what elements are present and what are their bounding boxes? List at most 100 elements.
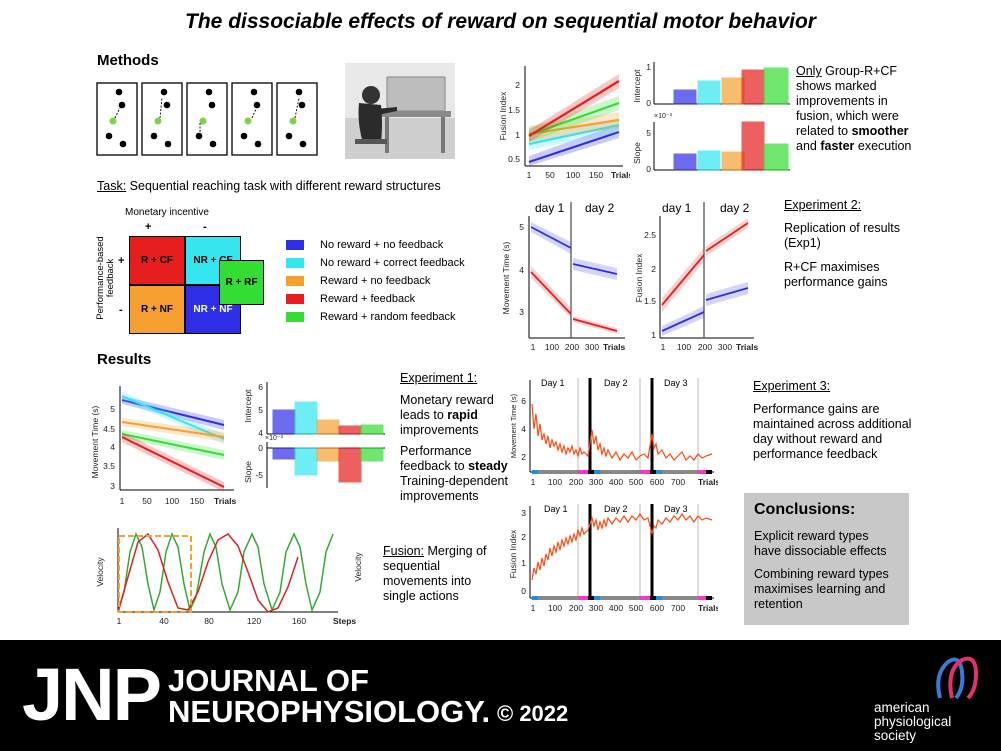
legend-swatch — [286, 258, 304, 268]
series-results-cyan — [121, 395, 225, 440]
ytick: 1 — [646, 62, 651, 72]
legend-item: Reward + random feedback — [286, 308, 465, 326]
bar-intercept-rcf — [741, 69, 765, 105]
results-heading: Results — [97, 351, 152, 368]
xtick: 100 — [545, 342, 559, 352]
ytick: 0 — [258, 443, 263, 453]
legend-item: Reward + feedback — [286, 290, 465, 308]
cell-nr-nf: NR + NF — [185, 285, 241, 334]
ytick: 2.5 — [644, 230, 656, 240]
day1-label: day 1 — [535, 201, 565, 215]
exp3-mt-series — [531, 403, 713, 462]
exp1-p1c: improvements — [400, 423, 479, 437]
bar-slope-rnf — [316, 447, 340, 462]
jnp-logo: JNP — [22, 653, 162, 736]
legend-item: No reward + correct feedback — [286, 254, 465, 272]
intercept-label: Intercept — [243, 389, 253, 423]
xtick: 1 — [117, 616, 122, 626]
xtick: 100 — [165, 496, 179, 506]
reaching-sequence-panels — [96, 82, 318, 156]
xlabel: Trials — [698, 477, 718, 487]
xtick: 400 — [609, 477, 623, 487]
day2-label: day 2 — [585, 201, 615, 215]
methods-heading: Methods — [97, 52, 159, 69]
bar-intercept-rrf — [360, 424, 384, 435]
xtick: 200 — [569, 603, 583, 613]
xtick: 1 — [527, 170, 532, 180]
ytick: 6 — [258, 382, 263, 392]
task-description: Task: Sequential reaching task with diff… — [97, 179, 441, 194]
exp3-movement-time-chart: Day 1 Day 2 Day 3 6 4 2 1 100 200 300 40… — [509, 378, 718, 487]
ytick: 3 — [110, 481, 115, 491]
exp1-point1: Monetary reward leads to rapid improveme… — [400, 393, 510, 438]
ytick: 2 — [515, 80, 520, 90]
exp3-day2: Day 2 — [604, 378, 628, 388]
aps-line3: society — [874, 728, 917, 743]
xtick: 700 — [671, 603, 685, 613]
ytick: 1 — [651, 330, 656, 340]
series-exp2-mt-blue-day1 — [530, 226, 572, 249]
bar-intercept-rcf — [338, 425, 362, 435]
xtick: 300 — [585, 342, 599, 352]
participant-photo — [345, 63, 455, 159]
exp3-day1: Day 1 — [544, 504, 568, 514]
xtick: 100 — [548, 603, 562, 613]
summary-smoother: smoother — [851, 124, 909, 138]
xtick: 300 — [589, 477, 603, 487]
ylabel: Movement Time (s) — [90, 405, 100, 478]
matrix-minus-row: - — [119, 304, 123, 316]
aps-line2: physiological — [874, 714, 952, 729]
ytick: 4 — [521, 424, 526, 434]
legend-item: Reward + no feedback — [286, 272, 465, 290]
task-label: Task: — [97, 179, 127, 193]
series-exp2-fi-blue-day1 — [661, 311, 705, 332]
ytick: 1.5 — [644, 296, 656, 306]
legend-swatch — [286, 312, 304, 322]
bar-intercept-nrnf — [272, 409, 296, 435]
conclusions-heading: Conclusions: — [754, 501, 856, 518]
ytick: 3 — [519, 307, 524, 317]
series-exp2-fi-red-day2 — [705, 222, 749, 252]
xtick: 600 — [650, 477, 664, 487]
exp3-fi-series — [531, 512, 713, 581]
legend-label: Reward + no feedback — [320, 275, 431, 287]
day2-label: day 2 — [720, 201, 750, 215]
bar-intercept-rrf — [763, 67, 789, 105]
aps-logo-icon — [936, 656, 979, 700]
exp1-point2: Performance feedback to steady Training-… — [400, 444, 510, 504]
exp1-p1a: Monetary reward leads to — [400, 393, 494, 422]
exp3-day2: Day 2 — [604, 504, 628, 514]
bar-intercept-rnf — [316, 419, 340, 435]
xtick: 100 — [548, 477, 562, 487]
xtick: 600 — [650, 603, 664, 613]
cell-r-nf: R + NF — [129, 285, 185, 334]
velocity-red — [117, 532, 299, 613]
exp2-fusion-index-chart: day 1 day 2 2.5 2 1.5 1 1 100 200 300 Tr… — [634, 201, 758, 352]
series-results-orange — [121, 421, 225, 438]
xlabel: Steps — [333, 616, 356, 626]
ytick: -5 — [255, 470, 263, 480]
top-intercept-slope-bars: Intercept 1 0 ×10⁻³ Slope 5 0 — [632, 62, 790, 174]
bar-slope-nrnf — [272, 447, 296, 460]
exp3-text: Performance gains are maintained across … — [753, 402, 912, 461]
intercept-label: Intercept — [632, 69, 642, 103]
series-exp2-mt-red-day2 — [572, 318, 618, 332]
ytick: 2 — [651, 264, 656, 274]
exp1-summary: Experiment 1: Monetary reward leads to r… — [400, 371, 510, 504]
fusion-note-text: Merging of sequential movements into sin… — [383, 544, 487, 603]
ytick: 1.5 — [508, 105, 520, 115]
xtick: 100 — [566, 170, 580, 180]
summary-only: Only — [796, 64, 822, 78]
legend-swatch — [286, 240, 304, 250]
series-no-reward-no-feedback — [528, 130, 620, 164]
exp2-point2: R+CF maximises performance gains — [784, 260, 888, 289]
xtick: 80 — [204, 616, 214, 626]
legend-swatch — [286, 276, 304, 286]
exp1-p2b: steady — [468, 459, 508, 473]
fusion-note-label: Fusion: — [383, 544, 424, 558]
legend-label: Reward + feedback — [320, 293, 416, 305]
ylabel: Fusion Index — [634, 253, 644, 302]
exp2-summary: Experiment 2: Replication of results (Ex… — [784, 198, 924, 290]
xtick: 100 — [677, 342, 691, 352]
exp1-p2c: Training-dependent improvements — [400, 474, 508, 503]
